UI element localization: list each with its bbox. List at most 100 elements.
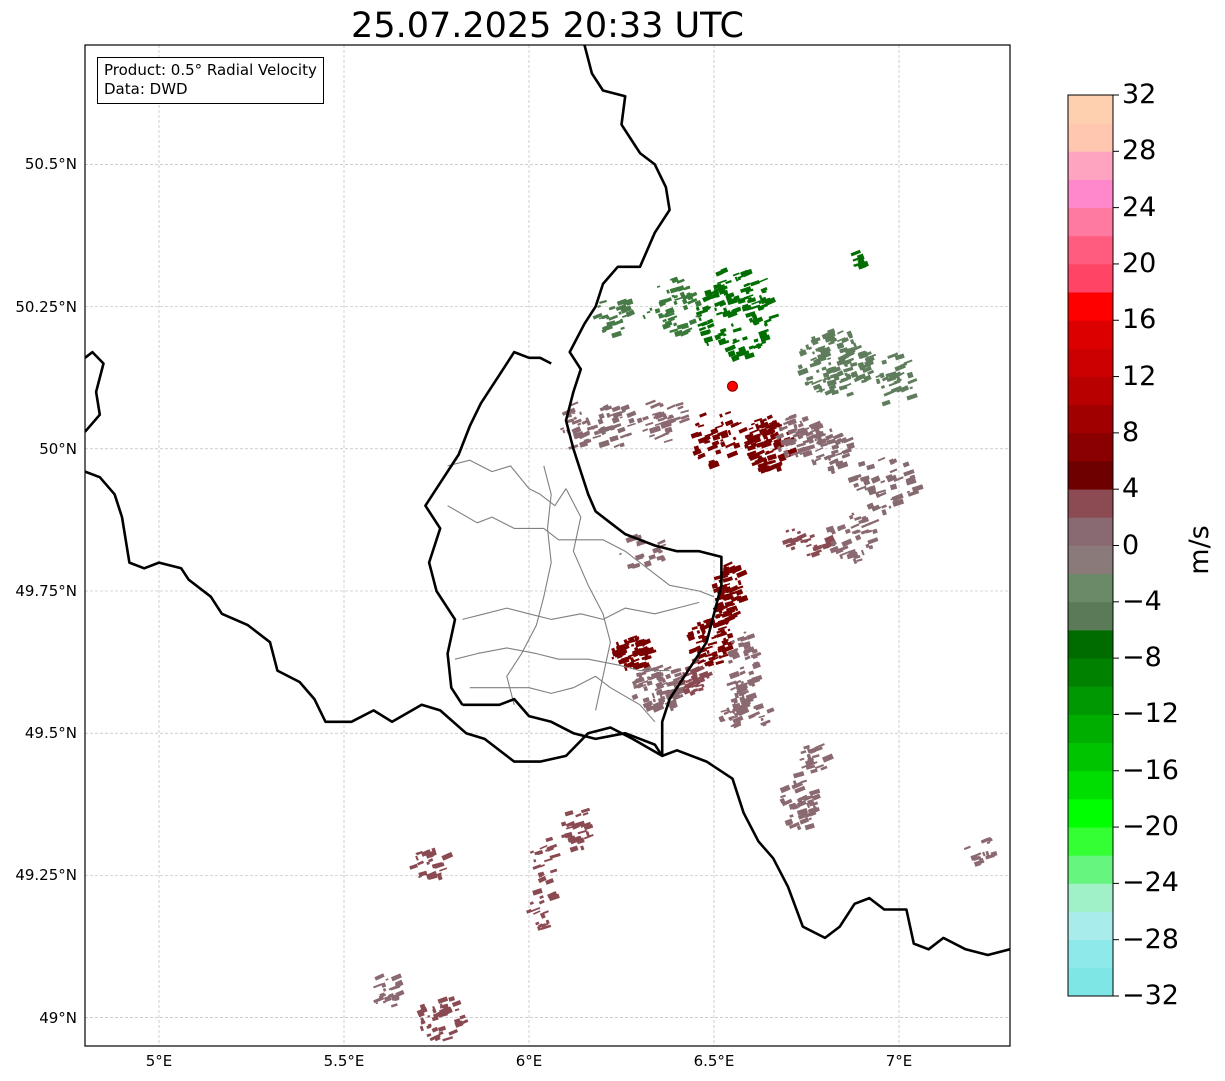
echo-cluster xyxy=(636,399,690,444)
country-border xyxy=(424,350,552,706)
colorbar-segment xyxy=(1068,123,1113,152)
radar-site-marker xyxy=(727,380,738,392)
district-border xyxy=(565,488,611,711)
latitude-tick-label: 49.5°N xyxy=(24,724,77,743)
colorbar-tick-label: 0 xyxy=(1122,529,1140,561)
colorbar-segment xyxy=(1068,179,1113,209)
colorbar xyxy=(1067,94,1119,997)
colorbar-segment xyxy=(1068,517,1113,546)
longitude-tick-label: 5.5°E xyxy=(323,1052,365,1070)
colorbar-segment xyxy=(1068,686,1113,715)
country-border xyxy=(462,697,664,757)
echo-cluster xyxy=(847,456,924,516)
colorbar-segment xyxy=(1068,235,1113,265)
colorbar-segment xyxy=(1068,629,1113,659)
colorbar-tick-label: 16 xyxy=(1122,304,1157,336)
echo-cluster xyxy=(526,888,560,931)
echo-cluster xyxy=(592,298,636,339)
longitude-tick-label: 5°E xyxy=(145,1052,173,1070)
echo-cluster xyxy=(611,635,657,672)
colorbar-segment xyxy=(1068,601,1113,631)
colorbar-tick-label: 24 xyxy=(1122,191,1157,223)
country-border xyxy=(85,350,105,433)
district-border xyxy=(447,505,715,598)
info-product: Product: 0.5° Radial Velocity xyxy=(104,61,317,79)
echo-cluster xyxy=(963,836,998,867)
colorbar-segment xyxy=(1068,883,1113,912)
radar-site-dot xyxy=(727,380,738,392)
colorbar-tick-label: −24 xyxy=(1122,867,1179,899)
colorbar-segment xyxy=(1068,855,1113,884)
colorbar-tick-label: 28 xyxy=(1122,135,1157,167)
longitude-tick-label: 6°E xyxy=(515,1052,543,1070)
echo-cluster xyxy=(799,743,834,774)
echo-cluster xyxy=(875,352,918,407)
country-border xyxy=(564,45,723,756)
colorbar-segment xyxy=(1068,376,1113,406)
colorbar-segment xyxy=(1068,404,1113,434)
colorbar-segment xyxy=(1068,827,1113,856)
longitude-tick-label: 6.5°E xyxy=(693,1052,735,1070)
echo-cluster xyxy=(559,401,599,450)
colorbar-segment xyxy=(1068,461,1113,490)
echo-cluster xyxy=(416,996,469,1042)
echo-cluster xyxy=(560,807,594,853)
echo-cluster xyxy=(718,704,750,729)
echo-cluster xyxy=(779,771,821,831)
map-frame xyxy=(84,44,1011,1047)
colorbar-segment xyxy=(1068,292,1113,321)
echo-cluster xyxy=(711,561,749,632)
echo-cluster xyxy=(373,973,405,1008)
colorbar-unit-label: m/s xyxy=(1184,525,1215,575)
colorbar-tick-label: −8 xyxy=(1122,642,1162,674)
district-border xyxy=(462,601,700,620)
colorbar-tick-label: 12 xyxy=(1122,360,1157,392)
colorbar-tick-label: 8 xyxy=(1122,416,1140,448)
latitude-tick-label: 49.25°N xyxy=(15,866,77,885)
colorbar-segment xyxy=(1068,545,1113,575)
colorbar-segment xyxy=(1068,658,1113,687)
colorbar-segment xyxy=(1068,967,1113,997)
latitude-tick-label: 50.5°N xyxy=(24,155,77,174)
colorbar-segment xyxy=(1068,432,1113,462)
boundary-lines xyxy=(85,45,1010,957)
colorbar-tick-label: −32 xyxy=(1122,980,1179,1011)
info-data-source: Data: DWD xyxy=(104,80,188,98)
colorbar-segment xyxy=(1068,939,1113,969)
district-border xyxy=(447,459,567,507)
info-box: Product: 0.5° Radial Velocity Data: DWD xyxy=(97,57,324,104)
echo-cluster xyxy=(726,631,763,714)
echo-cluster xyxy=(797,328,877,398)
echo-cluster xyxy=(690,411,748,470)
echo-cluster xyxy=(409,847,454,881)
district-border xyxy=(506,465,552,705)
colorbar-segment xyxy=(1068,573,1113,603)
colorbar-segment xyxy=(1068,207,1113,237)
echo-cluster xyxy=(781,528,835,558)
latitude-tick-label: 49°N xyxy=(39,1008,77,1027)
map-title: 25.07.2025 20:33 UTC xyxy=(351,6,744,46)
colorbar-segment xyxy=(1068,151,1113,180)
latitude-tick-label: 50°N xyxy=(39,439,77,458)
echo-cluster xyxy=(695,267,780,362)
colorbar-tick-label: 20 xyxy=(1122,247,1157,279)
map-gridlines xyxy=(85,45,1010,1046)
longitude-tick-label: 7°E xyxy=(885,1052,913,1070)
echo-cluster xyxy=(806,428,855,475)
district-border xyxy=(469,675,656,723)
echo-cluster xyxy=(591,404,637,449)
colorbar-segment xyxy=(1068,770,1113,800)
colorbar-segment xyxy=(1068,263,1113,293)
colorbar-segment xyxy=(1068,714,1113,743)
colorbar-tick-label: −12 xyxy=(1122,698,1179,730)
colorbar-tick-label: −28 xyxy=(1122,923,1179,955)
colorbar-segment xyxy=(1068,95,1113,124)
colorbar-segment xyxy=(1068,348,1113,377)
echo-cluster xyxy=(631,664,687,713)
colorbar-tick-label: −4 xyxy=(1122,585,1162,617)
echo-cluster xyxy=(775,413,827,459)
echo-cluster xyxy=(619,533,667,570)
colorbar-segment xyxy=(1068,489,1113,518)
echo-cluster xyxy=(747,703,775,727)
colorbar-segment xyxy=(1068,911,1113,941)
